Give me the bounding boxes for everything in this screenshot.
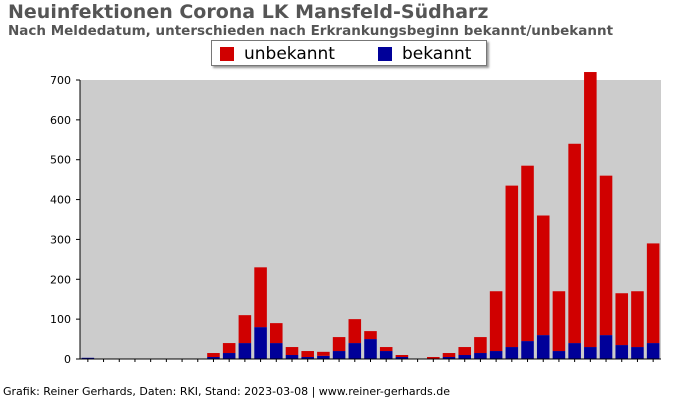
bar-unbekannt bbox=[427, 357, 440, 359]
legend-label-bekannt: bekannt bbox=[402, 44, 472, 64]
chart-footer: Grafik: Reiner Gerhards, Daten: RKI, Sta… bbox=[3, 385, 450, 398]
legend: unbekannt bekannt bbox=[211, 40, 487, 66]
bar-bekannt bbox=[285, 355, 299, 359]
bar-unbekannt bbox=[584, 72, 597, 348]
bar-unbekannt bbox=[301, 351, 314, 358]
bar-unbekannt bbox=[521, 165, 534, 342]
y-tick-label: 0 bbox=[64, 353, 71, 366]
chart-subtitle: Nach Meldedatum, unterschieden nach Erkr… bbox=[8, 23, 614, 39]
bar-bekannt bbox=[317, 355, 330, 359]
bar-unbekannt bbox=[332, 337, 346, 352]
bar-bekannt bbox=[379, 351, 393, 359]
bar-unbekannt bbox=[364, 331, 377, 340]
bar-unbekannt bbox=[222, 343, 236, 354]
bar-unbekannt bbox=[552, 291, 566, 352]
bar-unbekannt bbox=[317, 351, 330, 356]
bar-bekannt bbox=[505, 347, 519, 359]
bar-bekannt bbox=[238, 343, 252, 359]
legend-swatch-unbekannt bbox=[220, 47, 234, 61]
bar-bekannt bbox=[631, 347, 644, 359]
bar-bekannt bbox=[81, 357, 95, 359]
bar-bekannt bbox=[395, 357, 409, 359]
bar-unbekannt bbox=[646, 243, 660, 344]
legend-swatch-bekannt bbox=[378, 47, 392, 61]
bar-bekannt bbox=[254, 327, 267, 359]
bar-unbekannt bbox=[458, 347, 471, 356]
y-tick-label: 200 bbox=[50, 273, 71, 286]
bar-bekannt bbox=[615, 345, 629, 359]
bar-bekannt bbox=[552, 351, 566, 359]
bar-unbekannt bbox=[631, 291, 644, 348]
bar-bekannt bbox=[584, 347, 597, 359]
bar-bekannt bbox=[599, 335, 613, 359]
bar-bekannt bbox=[270, 343, 283, 359]
bar-unbekannt bbox=[489, 291, 503, 352]
bar-bekannt bbox=[207, 357, 220, 359]
bar-bekannt bbox=[568, 343, 581, 359]
bar-bekannt bbox=[222, 353, 236, 359]
y-tick-label: 600 bbox=[50, 114, 71, 127]
bar-bekannt bbox=[521, 341, 534, 359]
bar-unbekannt bbox=[474, 337, 487, 354]
bar-bekannt bbox=[301, 357, 314, 359]
bar-unbekannt bbox=[285, 347, 299, 356]
bar-unbekannt bbox=[442, 353, 456, 358]
bar-unbekannt bbox=[207, 353, 220, 358]
chart-title: Neuinfektionen Corona LK Mansfeld-Südhar… bbox=[8, 1, 489, 23]
legend-label-unbekannt: unbekannt bbox=[244, 44, 335, 64]
bar-unbekannt bbox=[395, 355, 409, 357]
y-tick-label: 300 bbox=[50, 233, 71, 246]
bar-bekannt bbox=[332, 351, 346, 359]
legend-item-unbekannt: unbekannt bbox=[220, 44, 335, 64]
bar-bekannt bbox=[442, 357, 456, 359]
bar-unbekannt bbox=[615, 293, 629, 346]
bar-unbekannt bbox=[599, 175, 613, 336]
y-tick-label: 100 bbox=[50, 313, 71, 326]
bar-unbekannt bbox=[505, 185, 519, 348]
legend-item-bekannt: bekannt bbox=[378, 44, 471, 64]
bar-unbekannt bbox=[568, 143, 581, 344]
bar-bekannt bbox=[364, 339, 377, 359]
bar-bekannt bbox=[458, 355, 471, 359]
bar-unbekannt bbox=[254, 267, 267, 328]
bar-unbekannt bbox=[348, 319, 362, 344]
y-tick-label: 700 bbox=[50, 74, 71, 87]
bar-unbekannt bbox=[238, 315, 252, 344]
bar-bekannt bbox=[646, 343, 660, 359]
bar-bekannt bbox=[348, 343, 362, 359]
bar-bekannt bbox=[489, 351, 503, 359]
bar-bekannt bbox=[536, 335, 550, 359]
bar-unbekannt bbox=[270, 323, 283, 344]
bar-unbekannt bbox=[536, 215, 550, 336]
bar-bekannt bbox=[474, 353, 487, 359]
y-tick-label: 500 bbox=[50, 154, 71, 167]
y-tick-label: 400 bbox=[50, 194, 71, 207]
bar-unbekannt bbox=[379, 347, 393, 352]
